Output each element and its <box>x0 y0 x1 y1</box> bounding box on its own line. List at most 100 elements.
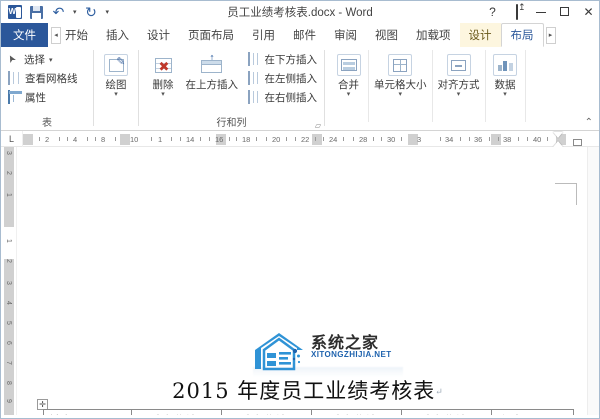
window-controls: ? ✕ <box>486 3 595 20</box>
restore-icon[interactable] <box>558 6 571 19</box>
tab-mailings[interactable]: 邮件 <box>293 30 316 42</box>
left-indent-marker[interactable] <box>573 138 582 146</box>
vertical-scrollbar[interactable] <box>587 147 599 415</box>
table-header-cell[interactable]: 一季度业绩↵ <box>131 409 222 415</box>
v-ruler-num: 5 <box>5 321 12 325</box>
site-logo: 系统之家 XITONGZHIJIA.NET <box>253 329 403 377</box>
word-app-icon[interactable] <box>7 5 22 20</box>
cell-size-dropdown-icon[interactable]: ▾ <box>398 91 402 98</box>
tab-references[interactable]: 引用 <box>252 30 275 42</box>
v-ruler-num: 6 <box>5 341 12 345</box>
alignment-dropdown-icon[interactable]: ▾ <box>456 91 461 98</box>
ribbon-display-options-icon[interactable] <box>510 3 523 20</box>
document-title: 2015 年度员工业绩考核表↵ <box>17 375 599 405</box>
ribbon-separator-2 <box>138 50 139 126</box>
ruler-num: 18 <box>242 134 251 144</box>
data-button[interactable]: 数据 ▾ <box>486 50 526 122</box>
tab-design[interactable]: 设计 <box>147 30 170 42</box>
ribbon: 选择 ▾ 查看网格线 属性 表 <box>1 47 599 131</box>
tab-table-layout[interactable]: 布局 <box>500 23 544 47</box>
insert-above-button[interactable]: ↑ 在上方插入 <box>183 50 241 92</box>
first-line-indent-marker[interactable] <box>553 131 563 138</box>
select-label: 选择 <box>24 54 45 66</box>
tab-review[interactable]: 审阅 <box>334 30 357 42</box>
cell-size-button[interactable]: 单元格大小 ▾ <box>369 50 433 122</box>
draw-dropdown-icon[interactable]: ▾ <box>114 91 118 98</box>
tab-addins[interactable]: 加载项 <box>416 30 451 42</box>
ruler-track[interactable]: 2 4 8 10 1 14 16 18 20 22 24 28 30 3 34 … <box>23 131 587 147</box>
table-header-cell[interactable]: 二季度业绩↵ <box>221 409 312 415</box>
undo-dropdown-icon[interactable]: ▾ <box>73 9 77 16</box>
employee-performance-table[interactable]: 姓名↵ 一季度业绩↵ 二季度业绩↵ 三季度业绩↵ 四季度业绩↵ 合计↵ 张三↵ … <box>43 409 574 415</box>
v-ruler-num: 4 <box>5 301 12 305</box>
tab-scroll-right-button[interactable]: ▸ <box>545 26 556 44</box>
tab-table-design[interactable]: 设计 <box>459 23 501 47</box>
delete-button[interactable]: ✖ 删除 ▾ <box>143 50 183 99</box>
title-bar: ↶ ▾ ↻ ▾ 员工业绩考核表.docx - Word ? ✕ <box>1 1 599 23</box>
insert-below-icon <box>247 52 261 66</box>
insert-left-button[interactable]: 在左侧插入 <box>245 70 321 87</box>
close-icon[interactable]: ✕ <box>583 4 594 19</box>
v-ruler-num: 2 <box>5 171 12 175</box>
tab-stop-selector[interactable]: L <box>1 130 23 147</box>
merge-dropdown-icon[interactable]: ▾ <box>346 91 351 98</box>
view-gridlines-label: 查看网格线 <box>25 73 78 85</box>
title-pilcrow: ↵ <box>435 387 444 398</box>
logo-text-cn: 系统之家 <box>311 333 380 352</box>
tab-list: ◂ 开始 插入 设计 页面布局 引用 邮件 审阅 视图 加载项 设计 布局 ▸ <box>48 23 556 47</box>
ruler-num: 24 <box>329 134 338 144</box>
save-icon[interactable] <box>29 5 44 20</box>
chevron-down-icon[interactable]: ▾ <box>49 56 53 64</box>
insert-below-button[interactable]: 在下方插入 <box>245 51 321 68</box>
delete-rows-icon: ✖ <box>150 52 176 78</box>
table-header-cell[interactable]: 合计↵ <box>491 409 574 415</box>
table-move-handle[interactable]: ✛ <box>37 399 48 410</box>
rows-columns-dialog-launcher[interactable]: ▱ <box>314 121 321 130</box>
tab-page-layout[interactable]: 页面布局 <box>188 30 234 42</box>
v-ruler-num: 1 <box>5 239 12 243</box>
hanging-indent-marker[interactable] <box>553 140 563 147</box>
ruler-num: 14 <box>186 134 195 144</box>
document-page[interactable]: 系统之家 XITONGZHIJIA.NET 2015 年度员工业绩考核表↵ ✛ … <box>17 147 599 415</box>
help-icon[interactable]: ? <box>489 4 496 19</box>
tab-home[interactable]: 开始 <box>65 30 88 42</box>
undo-icon[interactable]: ↶ <box>52 4 65 20</box>
select-button[interactable]: 选择 ▾ <box>5 51 81 68</box>
tab-view[interactable]: 视图 <box>375 30 398 42</box>
vertical-ruler[interactable]: 3 2 1 1 2 3 4 5 6 7 8 9 <box>1 147 17 415</box>
table-properties-icon <box>8 90 21 104</box>
table-properties-button[interactable]: 属性 <box>5 89 81 106</box>
document-workspace: 3 2 1 1 2 3 4 5 6 7 8 9 <box>1 147 599 415</box>
insert-above-label: 在上方插入 <box>185 79 239 91</box>
alignment-button[interactable]: 对齐方式 ▾ <box>433 50 486 122</box>
tab-file[interactable]: 文件 <box>1 23 48 47</box>
draw-table-button[interactable]: 绘图 ▾ <box>96 50 136 99</box>
table-group-commands: 选择 ▾ 查看网格线 属性 <box>5 50 81 106</box>
view-gridlines-button[interactable]: 查看网格线 <box>5 70 81 87</box>
v-ruler-num: 3 <box>5 151 12 155</box>
ribbon-group-label-rows-columns: 行和列 <box>216 118 247 129</box>
cell-text: 四季度业绩 <box>407 414 467 416</box>
redo-icon[interactable]: ↻ <box>85 4 97 20</box>
table-header-cell[interactable]: 姓名↵ <box>43 409 132 415</box>
tab-insert[interactable]: 插入 <box>106 30 129 42</box>
data-dropdown-icon[interactable]: ▾ <box>503 91 507 98</box>
insert-right-button[interactable]: 在右侧插入 <box>245 89 321 106</box>
ruler-num: 30 <box>387 134 396 144</box>
merge-button[interactable]: 合并 ▾ <box>329 50 369 122</box>
customize-qat-icon[interactable]: ▾ <box>105 9 110 16</box>
tab-scroll-left-button[interactable]: ◂ <box>51 26 61 44</box>
collapse-ribbon-icon[interactable]: ⌃ <box>584 117 593 128</box>
minimize-icon[interactable] <box>534 6 547 19</box>
ribbon-group-label-draw <box>94 116 138 131</box>
ruler-num: 22 <box>301 134 310 144</box>
logo-reflection <box>253 367 403 377</box>
table-header-cell[interactable]: 四季度业绩↵ <box>401 409 492 416</box>
horizontal-ruler[interactable]: L 2 4 8 10 1 14 16 18 20 22 24 28 30 3 3… <box>1 130 599 147</box>
ruler-num: 3 <box>417 134 422 144</box>
table-header-row[interactable]: 姓名↵ 一季度业绩↵ 二季度业绩↵ 三季度业绩↵ 四季度业绩↵ 合计↵ <box>43 409 574 416</box>
delete-dropdown-icon[interactable]: ▾ <box>161 91 165 98</box>
table-header-cell[interactable]: 三季度业绩↵ <box>311 409 402 415</box>
ruler-num: 28 <box>359 134 368 144</box>
